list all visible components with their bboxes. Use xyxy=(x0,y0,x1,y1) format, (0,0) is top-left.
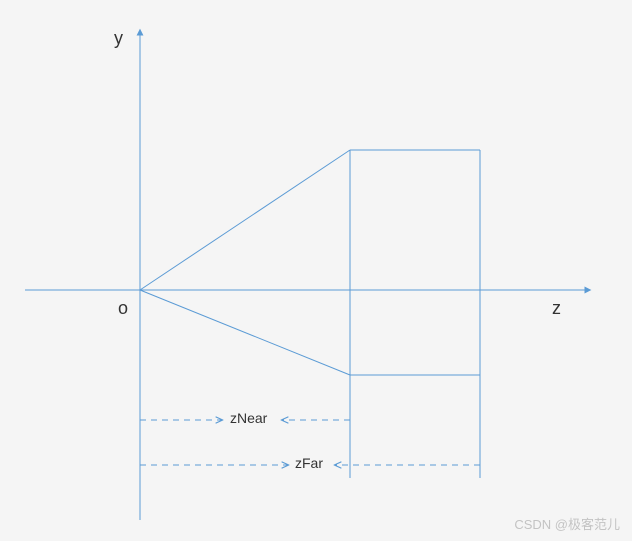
credit-text: CSDN @极客范儿 xyxy=(514,514,620,533)
frustum-bottom-ray xyxy=(140,290,350,375)
frustum-top-ray xyxy=(140,150,350,290)
znear-label: zNear xyxy=(230,410,267,426)
origin-label: o xyxy=(118,298,128,319)
y-axis-label: y xyxy=(114,28,123,49)
z-axis-label: z xyxy=(552,298,561,319)
zfar-label: zFar xyxy=(295,455,323,471)
